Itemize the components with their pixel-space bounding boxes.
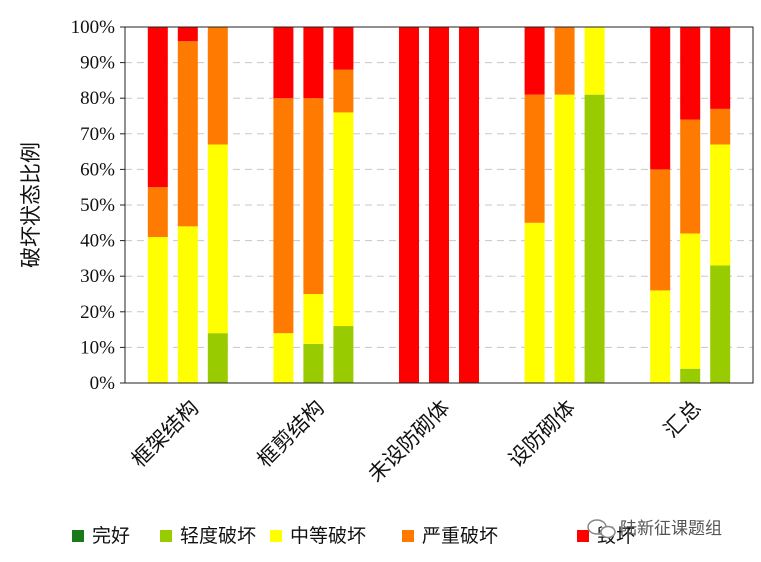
bar-segment [710,265,731,383]
y-tick-labels: 0% 10% 20% 30% 40% 50% 60% 70% 80% 90% 100% [71,17,125,394]
bar-segment [333,326,354,383]
bar-segment [650,290,671,383]
watermark: 陆新征课题组 [587,519,722,539]
x-category-labels: 框架结构 框剪结构 未设防砌体 设防砌体 汇总 [127,396,706,487]
bar-segment [177,27,198,42]
bar-segment [147,187,168,238]
y-tick-label: 30% [80,266,115,287]
bar-segment [303,27,324,99]
y-tick-label: 60% [80,159,115,180]
legend-item: 完好 [72,525,130,547]
legend-swatch [160,530,172,542]
legend-label: 完好 [92,525,130,547]
bar-segment [680,119,701,234]
bar-segment [273,27,294,99]
bar-segment [177,226,198,383]
y-tick-label: 50% [80,195,115,216]
x-category-label: 设防砌体 [504,396,580,472]
legend-swatch [270,530,282,542]
y-tick-label: 80% [80,88,115,109]
bar-segment [429,27,449,383]
bar-segment [584,94,605,383]
y-axis-label: 破坏状态比例 [19,142,43,268]
bar-segment [147,27,168,188]
legend-label: 轻度破坏 [180,525,256,547]
bar-segment [710,108,731,145]
y-tick-label: 70% [80,124,115,145]
watermark-text: 陆新征课题组 [620,519,722,539]
bar-segment [554,94,575,383]
bar-segment [207,144,228,334]
bars [147,27,731,383]
bar-segment [207,333,228,383]
bar-segment [333,112,354,327]
bar-segment [554,27,575,95]
bar-segment [177,41,198,227]
legend-swatch [402,530,414,542]
bar-segment [680,368,701,383]
bar-segment [273,98,294,334]
bar-segment [147,237,168,383]
bar-segment [459,27,479,383]
legend-swatch [577,530,589,542]
x-category-label: 框剪结构 [253,396,329,472]
bar-segment [524,94,545,223]
y-tick-label: 90% [80,53,115,74]
legend-label: 中等破坏 [290,525,366,547]
legend-item: 严重破坏 [402,525,498,547]
y-tick-label: 20% [80,302,115,323]
bar-segment [303,343,324,383]
y-tick-label: 10% [80,337,115,358]
y-tick-label: 0% [90,373,116,394]
legend-label: 严重破坏 [422,525,498,547]
y-tick-label: 100% [71,17,116,38]
legend-swatch [72,530,84,542]
x-category-label: 汇总 [659,396,706,443]
bar-segment [524,27,545,95]
bar-segment [333,69,354,113]
x-category-label: 未设防砌体 [363,396,454,487]
bar-segment [273,333,294,383]
bar-segment [710,27,731,109]
bar-segment [399,27,419,383]
legend-item: 中等破坏 [270,525,366,547]
bar-segment [207,27,228,145]
wechat-icon [587,519,616,539]
bar-segment [303,294,324,344]
bar-segment [584,27,605,95]
bar-segment [710,144,731,266]
legend-item: 轻度破坏 [160,525,256,547]
bar-segment [680,233,701,369]
legend: 完好 轻度破坏 中等破坏 严重破坏 毁坏 [72,525,635,547]
bar-segment [650,27,671,170]
bar-segment [303,98,324,294]
bar-segment [524,222,545,383]
bar-segment [650,169,671,291]
bar-segment [333,27,354,70]
y-tick-label: 40% [80,231,115,252]
x-category-label: 框架结构 [127,396,203,472]
bar-segment [680,27,701,120]
